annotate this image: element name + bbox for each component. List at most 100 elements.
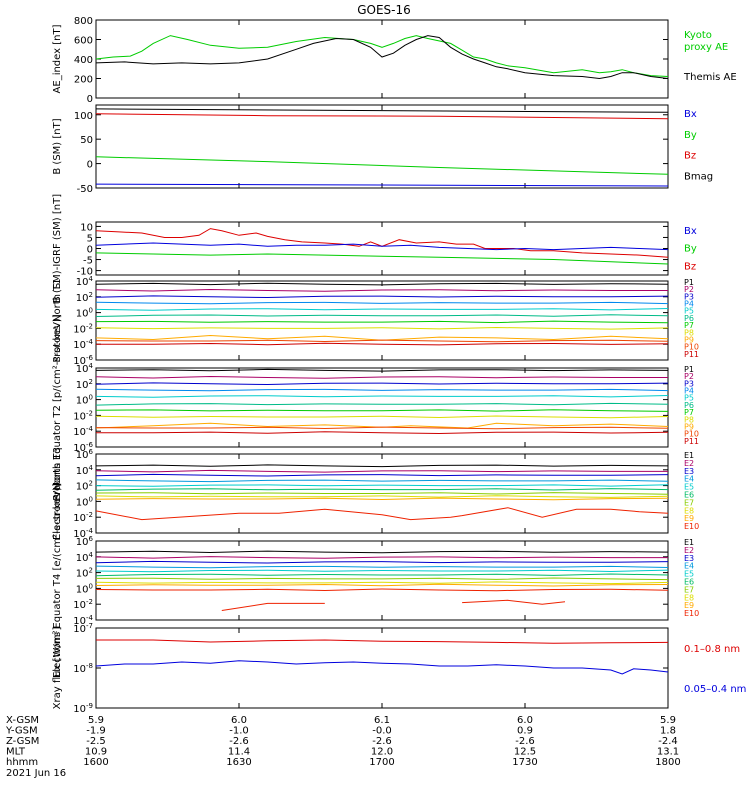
legend-item: E2 — [684, 459, 694, 468]
legend-item: P11 — [684, 350, 699, 359]
y-tick-label: 400 — [74, 55, 93, 66]
legend-item: Bx — [684, 109, 697, 120]
x-row-value: 13.1 — [657, 747, 679, 758]
y-axis-label: Protons Equator T2 [p/(cm²-s-sr-keV)] — [52, 314, 63, 501]
series-level-10 — [95, 588, 669, 592]
y-tick-label: 10-6 — [73, 441, 93, 454]
series-level-4 — [95, 565, 669, 569]
series-level-7 — [95, 577, 669, 581]
y-tick-label: -50 — [77, 184, 93, 195]
legend-item: P9 — [684, 422, 694, 431]
x-row-value: 5.9 — [88, 715, 104, 726]
legend-item: P5 — [684, 307, 694, 316]
panel-bsm: 100 50 0 -50 B (SM) [nT] Bx By Bz Bmag — [52, 104, 713, 195]
y-tick-label: -10 — [77, 267, 93, 278]
legend-item: Kyoto — [684, 30, 712, 41]
series-level-4 — [95, 301, 669, 305]
x-row-value: 6.1 — [374, 715, 390, 726]
legend-item: 0.1–0.8 nm — [684, 644, 740, 655]
x-row-value: -1.0 — [229, 726, 249, 737]
series-level-5 — [95, 308, 669, 311]
legend-item: E7 — [684, 498, 694, 507]
x-row-value: 1630 — [226, 757, 251, 768]
series-kyoto-proxy-ae — [95, 35, 669, 77]
series-level-11 — [96, 431, 669, 435]
series-0-05-0-4-nm — [95, 660, 669, 675]
panel-en: 106 104 102 100 10-2 10-4 Electrons North T3 E1… — [52, 447, 699, 540]
legend-item: Bz — [684, 261, 696, 272]
legend-item: Bmag — [684, 171, 713, 182]
y-axis-label: AE_index [nT] — [52, 24, 63, 93]
series-level-3 — [95, 382, 669, 386]
series-level-6 — [95, 573, 669, 577]
y-tick-label: 104 — [76, 464, 94, 477]
series-level-8 — [95, 581, 669, 585]
y-tick-label: 102 — [76, 567, 93, 580]
y-axis-label: Electrons North T3 — [52, 447, 63, 540]
legend-item: P4 — [684, 300, 694, 309]
series-level-10 — [95, 426, 669, 430]
legend-item: P4 — [684, 387, 694, 396]
y-tick-label: 100 — [76, 582, 93, 595]
y-tick-label: 0 — [87, 94, 93, 105]
legend-item: E6 — [684, 578, 694, 587]
legend-item: P9 — [684, 335, 694, 344]
series-level-8 — [95, 326, 669, 330]
y-tick-label: 10-4 — [73, 614, 93, 627]
panel-xray: 10-7 10-8 10-9 Xray flux [W/m²] 0.1–0.8 nm 0.… — [52, 622, 746, 715]
y-tick-label: 10-4 — [73, 527, 93, 540]
legend-item: P3 — [684, 379, 694, 388]
y-tick-label: 10-7 — [73, 622, 93, 635]
panel-frame — [95, 367, 669, 448]
legend-item: E5 — [684, 570, 694, 579]
legend-item: E7 — [684, 585, 694, 594]
series-p9 — [95, 334, 669, 341]
series-by — [95, 252, 669, 265]
series-level-3 — [95, 560, 669, 564]
x-row-value: 1.8 — [660, 726, 676, 737]
y-tick-label: 0 — [87, 160, 93, 171]
legend-item: E1 — [684, 451, 694, 460]
series-level-4 — [95, 479, 669, 483]
y-tick-label: 200 — [74, 75, 93, 86]
series-e10-segment — [462, 599, 566, 605]
x-row-value: -2.4 — [658, 736, 678, 747]
legend-item: E5 — [684, 483, 694, 492]
y-tick-label: 10-2 — [73, 409, 93, 422]
series-level-5 — [95, 569, 669, 573]
series-level-7 — [95, 409, 669, 412]
x-row-value: -2.6 — [372, 736, 392, 747]
series-level-7 — [95, 492, 669, 495]
legend-item: P6 — [684, 314, 694, 323]
y-tick-label: 100 — [76, 307, 93, 320]
plot-title: GOES-16 — [357, 3, 411, 17]
series-level-3 — [95, 473, 669, 477]
x-row-label: hhmm — [6, 757, 38, 768]
y-axis-label: Electrons Equator T4 [e/(cm²-s-sr-keV)] — [52, 483, 63, 678]
x-row-value: 1800 — [655, 757, 680, 768]
legend-item: P2 — [684, 285, 694, 294]
y-tick-label: 10-4 — [73, 425, 93, 438]
panel-pe: 104 102 100 10-2 10-4 10-6 Protons Equator T2 … — [52, 314, 699, 501]
legend-item: E9 — [684, 514, 694, 523]
series-level-8 — [95, 415, 669, 419]
y-tick-label: 10-8 — [73, 662, 93, 675]
legend-item: By — [684, 244, 697, 255]
series-level-2 — [95, 469, 668, 473]
legend-item: E10 — [684, 609, 699, 618]
y-tick-label: 106 — [76, 535, 94, 548]
series-level-11 — [96, 342, 669, 346]
y-tick-label: 10-2 — [73, 511, 93, 524]
y-tick-label: 10 — [80, 222, 93, 233]
series-level-1 — [95, 368, 669, 372]
y-tick-label: 100 — [74, 111, 93, 122]
series-level-5 — [95, 395, 669, 398]
y-tick-label: 50 — [80, 135, 93, 146]
legend-item: P3 — [684, 292, 694, 301]
series-level-3 — [95, 295, 669, 299]
x-row-value: 6.0 — [517, 715, 533, 726]
series-level-6 — [95, 402, 669, 406]
y-tick-label: 104 — [76, 551, 94, 564]
